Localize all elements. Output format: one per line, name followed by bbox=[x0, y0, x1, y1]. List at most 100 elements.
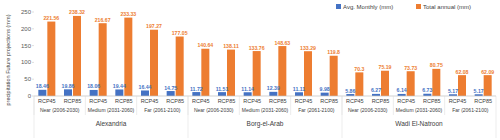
bar bbox=[192, 92, 200, 96]
x-tick-label: RCP45 bbox=[397, 98, 415, 104]
data-label: 11.72 bbox=[190, 86, 203, 92]
bar bbox=[141, 90, 149, 96]
data-label: 16.44 bbox=[139, 84, 152, 90]
data-label: 18.06 bbox=[87, 83, 100, 89]
bar bbox=[321, 93, 329, 96]
x-tick-label: RCP85 bbox=[372, 98, 390, 104]
station-label: Alexandria bbox=[96, 120, 127, 127]
data-label: 11.14 bbox=[241, 86, 254, 92]
period-label: Near (2006-2030) bbox=[40, 107, 80, 113]
data-label: 11.11 bbox=[293, 86, 306, 92]
period-label: Far (2061-2100) bbox=[452, 107, 488, 113]
chart-root: 0 50 100 150 200 250 precipitation Future proj… bbox=[0, 0, 500, 140]
x-tick-label: RCP85 bbox=[166, 98, 184, 104]
y-axis-title: precipitation Future projections (mm) bbox=[5, 14, 11, 105]
data-label: 233.33 bbox=[120, 11, 136, 17]
x-tick-label: RCP45 bbox=[192, 98, 210, 104]
bar bbox=[167, 91, 175, 96]
period-separator bbox=[290, 96, 291, 115]
data-label: 119.8 bbox=[327, 49, 340, 55]
x-tick-label: RCP45 bbox=[449, 98, 467, 104]
station-label: Borg-el-Arab bbox=[247, 120, 284, 128]
period-separator bbox=[136, 96, 137, 115]
y-tick bbox=[32, 62, 34, 63]
station-separator bbox=[34, 96, 35, 138]
legend-swatch bbox=[416, 4, 421, 9]
x-tick-label: RCP45 bbox=[346, 98, 364, 104]
data-label: 148.63 bbox=[274, 40, 290, 46]
data-label: 177.05 bbox=[172, 30, 188, 36]
period-label: Near (2006-2030) bbox=[348, 107, 388, 113]
station-separator bbox=[342, 96, 343, 138]
period-separator bbox=[85, 96, 86, 115]
data-label: 19.86 bbox=[62, 83, 75, 89]
bar bbox=[458, 75, 466, 96]
data-label: 221.56 bbox=[43, 15, 59, 21]
x-tick-label: RCP85 bbox=[64, 98, 82, 104]
x-tick-label: RCP85 bbox=[115, 98, 133, 104]
data-label: 75.19 bbox=[379, 64, 392, 70]
data-label: 6.73 bbox=[422, 87, 432, 93]
x-tick-label: RCP45 bbox=[243, 98, 261, 104]
data-label: 6.14 bbox=[397, 87, 407, 93]
x-tick-label: RCP85 bbox=[320, 98, 338, 104]
data-labels: 18.46 19.86 18.06 19.44 16.44 14.75 11.72 11.51… bbox=[36, 9, 494, 93]
data-label: 19.44 bbox=[113, 83, 126, 89]
y-tick-label: 150 bbox=[21, 43, 32, 49]
data-label: 6.27 bbox=[371, 87, 381, 93]
data-label: 70.3 bbox=[354, 66, 364, 72]
data-label: 140.64 bbox=[197, 42, 213, 48]
data-label: 197.27 bbox=[146, 23, 162, 29]
x-tick-label: RCP45 bbox=[38, 98, 56, 104]
x-axis-line bbox=[34, 96, 496, 97]
y-tick-label: 200 bbox=[21, 26, 32, 32]
bar bbox=[64, 89, 72, 96]
bar bbox=[115, 89, 123, 96]
data-label: 73.73 bbox=[404, 65, 417, 71]
period-label: Medium (2031-2060) bbox=[396, 107, 443, 113]
data-label: 62.08 bbox=[456, 69, 469, 75]
bars bbox=[38, 16, 491, 96]
bar bbox=[407, 71, 415, 96]
legend-label: Total annual (mm) bbox=[423, 4, 471, 10]
data-label: 12.39 bbox=[267, 85, 280, 91]
axis-end-separator bbox=[496, 96, 497, 138]
data-label: 11.51 bbox=[216, 86, 229, 92]
x-tick-label: RCP85 bbox=[423, 98, 441, 104]
legend-swatch bbox=[336, 4, 341, 9]
period-separator bbox=[393, 96, 394, 115]
period-separator bbox=[239, 96, 240, 115]
bar bbox=[355, 72, 363, 96]
x-tick-label: RCP45 bbox=[141, 98, 159, 104]
bar bbox=[295, 92, 303, 96]
x-tick-label: RCP85 bbox=[474, 98, 492, 104]
data-label: 238.32 bbox=[69, 9, 85, 15]
period-separator bbox=[444, 96, 445, 115]
data-label: 80.75 bbox=[430, 62, 443, 68]
x-tick-label: RCP85 bbox=[218, 98, 236, 104]
station-separator bbox=[188, 96, 189, 138]
data-label: 133.76 bbox=[249, 45, 265, 51]
bar bbox=[330, 56, 338, 96]
chart-svg: 0 50 100 150 200 250 precipitation Future proj… bbox=[0, 0, 500, 140]
period-label: Medium (2031-2060) bbox=[88, 107, 135, 113]
x-tick-label: RCP85 bbox=[269, 98, 287, 104]
period-label: Near (2006-2030) bbox=[194, 107, 234, 113]
y-tick-label: 50 bbox=[24, 76, 31, 82]
y-tick-label: 100 bbox=[21, 59, 32, 65]
bar bbox=[381, 71, 389, 96]
bar bbox=[484, 75, 492, 96]
x-tick-label: RCP45 bbox=[89, 98, 107, 104]
station-label: Wadi El-Natroon bbox=[395, 120, 443, 127]
y-tick-label: 0 bbox=[28, 93, 32, 99]
data-label: 5.86 bbox=[345, 88, 355, 94]
data-label: 133.29 bbox=[300, 45, 316, 51]
y-tick bbox=[32, 12, 34, 13]
legend-label: Avg. Monthly (mm) bbox=[343, 4, 393, 10]
data-label: 18.46 bbox=[36, 83, 49, 89]
y-tick-label: 250 bbox=[21, 9, 32, 15]
legend: Avg. Monthly (mm) Total annual (mm) bbox=[336, 4, 471, 10]
data-label: 14.75 bbox=[164, 85, 177, 91]
y-tick bbox=[32, 96, 34, 97]
data-label: 5.17 bbox=[448, 88, 458, 94]
